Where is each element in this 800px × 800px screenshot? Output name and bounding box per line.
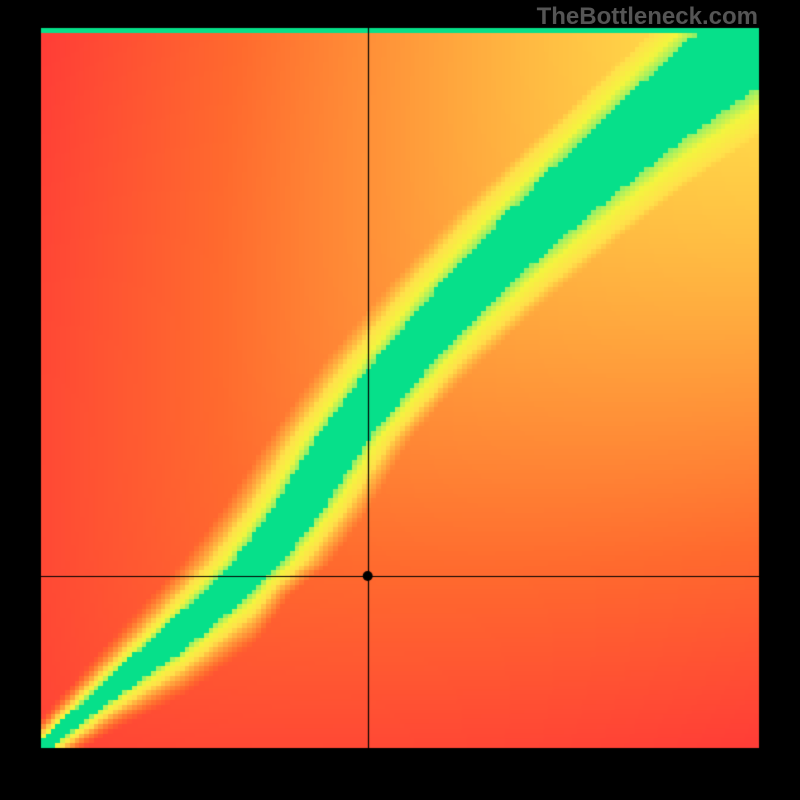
watermark-text: TheBottleneck.com xyxy=(537,3,758,31)
bottleneck-heatmap xyxy=(0,0,800,800)
